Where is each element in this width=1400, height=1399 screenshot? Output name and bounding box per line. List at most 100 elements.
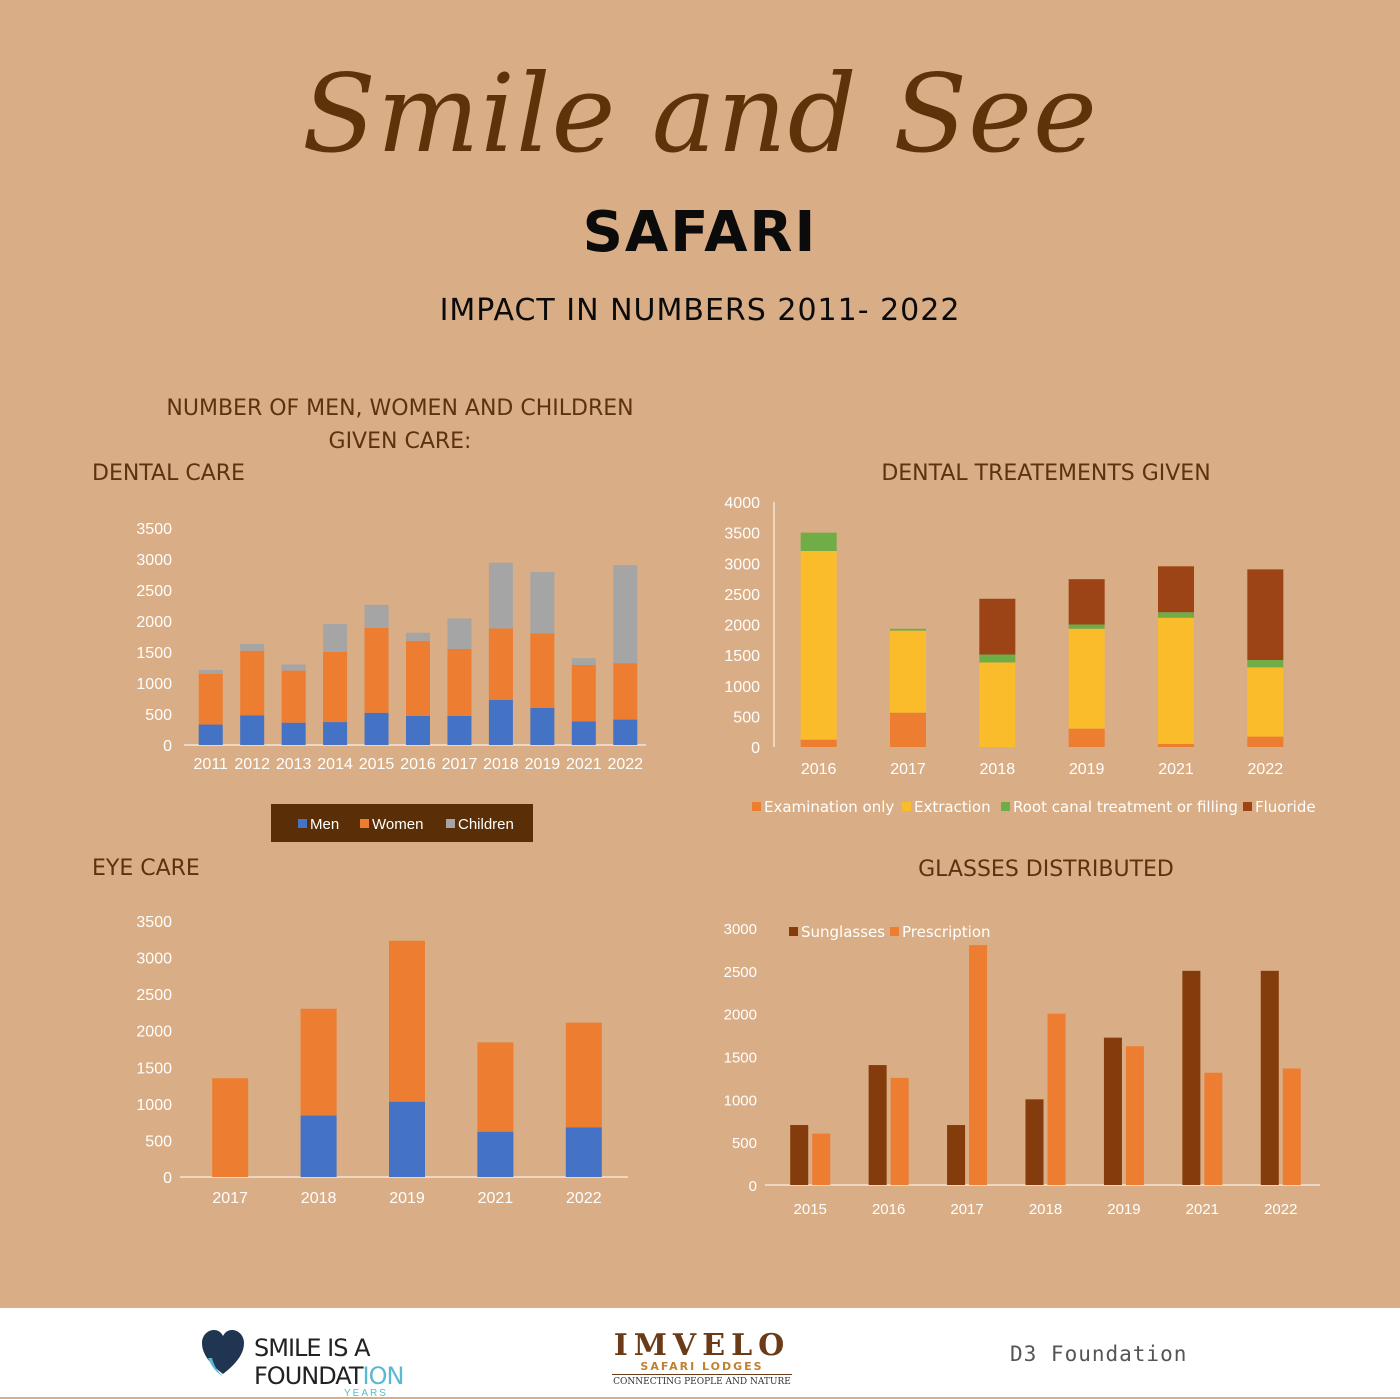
y-tick-label: 1000 [136,1097,172,1114]
y-tick-label: 1500 [136,1060,172,1077]
bar-segment-women [323,652,348,723]
y-tick-label: 1000 [724,679,760,696]
dental-care-title: DENTAL CARE [92,461,245,486]
glasses-chart: 0 500 1000 1500 2000 2500 3000 2015 2016 2017 2018… [724,921,1320,1218]
imvelo-main: IMVELO [613,1328,791,1363]
y-tick-label: 2000 [136,614,172,631]
eye-care-chart: 0 500 1000 1500 2000 2500 3000 3500 2017 2018 2019… [136,914,628,1207]
bar-segment-women [447,648,472,716]
bar-segment-women [530,633,555,708]
bar-segment-root-canal-treatment-or-filling [979,654,1016,663]
bar-segment-men [364,712,389,745]
bar-segment-children [364,604,389,628]
bar-segment-men [323,722,348,745]
bar-prescription [812,1133,831,1185]
y-tick-label: 3500 [136,521,172,538]
bar-prescription [969,945,988,1185]
x-tick-label: 2016 [400,756,436,773]
bar-segment-extraction [1068,628,1105,729]
glasses-title: GLASSES DISTRIBUTED [918,857,1174,882]
legend-label: Fluoride [1255,798,1316,816]
y-tick-label: 1000 [136,676,172,693]
x-tick-label: 2013 [276,756,312,773]
bar-sunglasses [1103,1037,1122,1185]
section-heading-line2: GIVEN CARE: [328,429,472,454]
section-heading: NUMBER OF MEN, WOMEN AND CHILDREN GIVEN … [160,392,640,458]
bar-prescription [890,1077,909,1185]
bar-segment-series-1 [212,1078,249,1177]
imvelo-logo: IMVELO SAFARI LODGES CONNECTING PEOPLE A… [612,1328,792,1392]
bar-segment-series-0 [565,1127,602,1177]
bar-segment-women [406,640,430,716]
bar-segment-men [571,721,596,745]
bar-segment-children [323,624,348,652]
footer: SMILE IS A FOUNDATION YEARS IMVELO SAFAR… [0,1308,1400,1399]
y-tick-label: 1500 [724,1050,757,1067]
bar-sunglasses [1260,970,1279,1185]
legend-swatch [752,802,761,811]
x-tick-label: 2017 [950,1201,983,1218]
x-tick-label: 2019 [389,1190,425,1207]
y-tick-label: 500 [145,1133,172,1150]
y-tick-label: 2000 [724,618,760,635]
y-tick-label: 2000 [724,1007,757,1024]
bar-segment-women [488,628,513,700]
x-tick-label: 2018 [980,761,1016,778]
bar-segment-extraction [1158,617,1194,744]
section-heading-line1: NUMBER OF MEN, WOMEN AND CHILDREN [166,396,634,421]
bar-prescription [1047,1013,1066,1185]
x-tick-label: 2022 [1248,761,1284,778]
x-tick-label: 2021 [1158,761,1194,778]
bar-segment-examination-only [800,739,837,747]
script-title: Smile and See [302,52,1098,177]
bar-sunglasses [790,1125,809,1185]
legend: Sunglasses Prescription [789,923,991,941]
bar-segment-series-1 [477,1042,514,1132]
legend-swatch [360,819,369,828]
y-tick-label: 0 [749,1178,757,1195]
bar-segment-examination-only [890,712,926,747]
x-tick-label: 2011 [194,756,229,773]
x-tick-label: 2017 [442,756,478,773]
legend-swatch [1001,802,1010,811]
bar-segment-children [281,664,306,671]
bar-segment-children [198,669,223,674]
dental-care-chart: 0 500 1000 1500 2000 2500 3000 3500 2011 2012 2013… [136,521,646,842]
bar-segment-examination-only [1247,736,1284,747]
x-tick-label: 2021 [566,756,602,773]
y-tick-label: 2500 [724,587,760,604]
bar-prescription [1125,1046,1144,1185]
y-tick-label: 500 [733,709,760,726]
eye-care-title: EYE CARE [92,856,200,881]
bar-segment-series-0 [300,1115,337,1177]
bar-segment-men [447,715,472,745]
x-tick-label: 2016 [872,1201,905,1218]
bar-prescription [1282,1068,1301,1185]
y-tick-label: 3000 [136,552,172,569]
y-tick-label: 3500 [136,914,172,931]
y-tick-label: 3000 [136,951,172,968]
x-tick-label: 2018 [1029,1201,1062,1218]
legend-swatch [902,802,911,811]
legend-swatch [789,927,798,936]
d3-foundation-logo: D3 Foundation [1010,1342,1188,1366]
x-tick-label: 2017 [890,761,926,778]
x-tick-label: 2018 [483,756,519,773]
y-tick-label: 2500 [724,964,757,981]
y-tick-label: 1500 [136,645,172,662]
bar-segment-extraction [800,551,837,740]
bar-segment-examination-only [1158,743,1194,747]
y-tick-label: 2500 [136,583,172,600]
y-tick-label: 1500 [724,648,760,665]
bar-segment-series-0 [477,1131,514,1177]
imvelo-sub: SAFARI LODGES [640,1360,764,1373]
legend-swatch [298,819,307,828]
bar-segment-fluoride [1068,579,1105,625]
bar-segment-examination-only [1068,728,1105,747]
bar-segment-series-1 [389,940,425,1102]
smile-line1: SMILE IS A [254,1334,371,1362]
charts-canvas: 0 500 1000 1500 2000 2500 3000 3500 2011 2012 2013… [136,495,1320,1218]
legend-label: Men [310,816,339,833]
bar-segment-men [240,715,265,745]
